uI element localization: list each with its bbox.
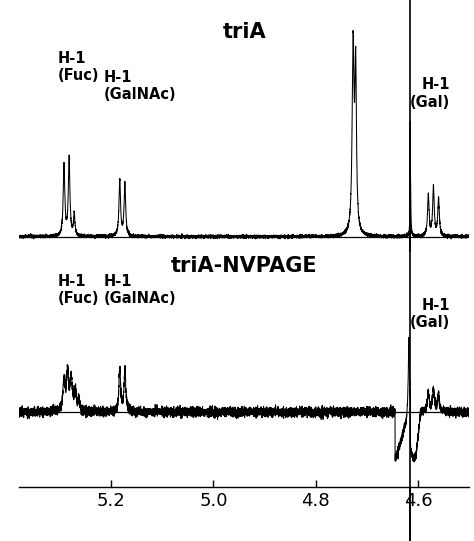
Text: triA: triA [222, 22, 266, 42]
Text: H-1
(GalNAc): H-1 (GalNAc) [103, 70, 176, 102]
Text: H-1
(Gal): H-1 (Gal) [410, 298, 450, 331]
Text: H-1
(Fuc): H-1 (Fuc) [57, 274, 99, 306]
Text: H-1
(Gal): H-1 (Gal) [410, 77, 450, 110]
Text: H-1
(GalNAc): H-1 (GalNAc) [103, 274, 176, 306]
Text: triA-NVPAGE: triA-NVPAGE [171, 256, 318, 276]
Text: H-1
(Fuc): H-1 (Fuc) [57, 51, 99, 83]
